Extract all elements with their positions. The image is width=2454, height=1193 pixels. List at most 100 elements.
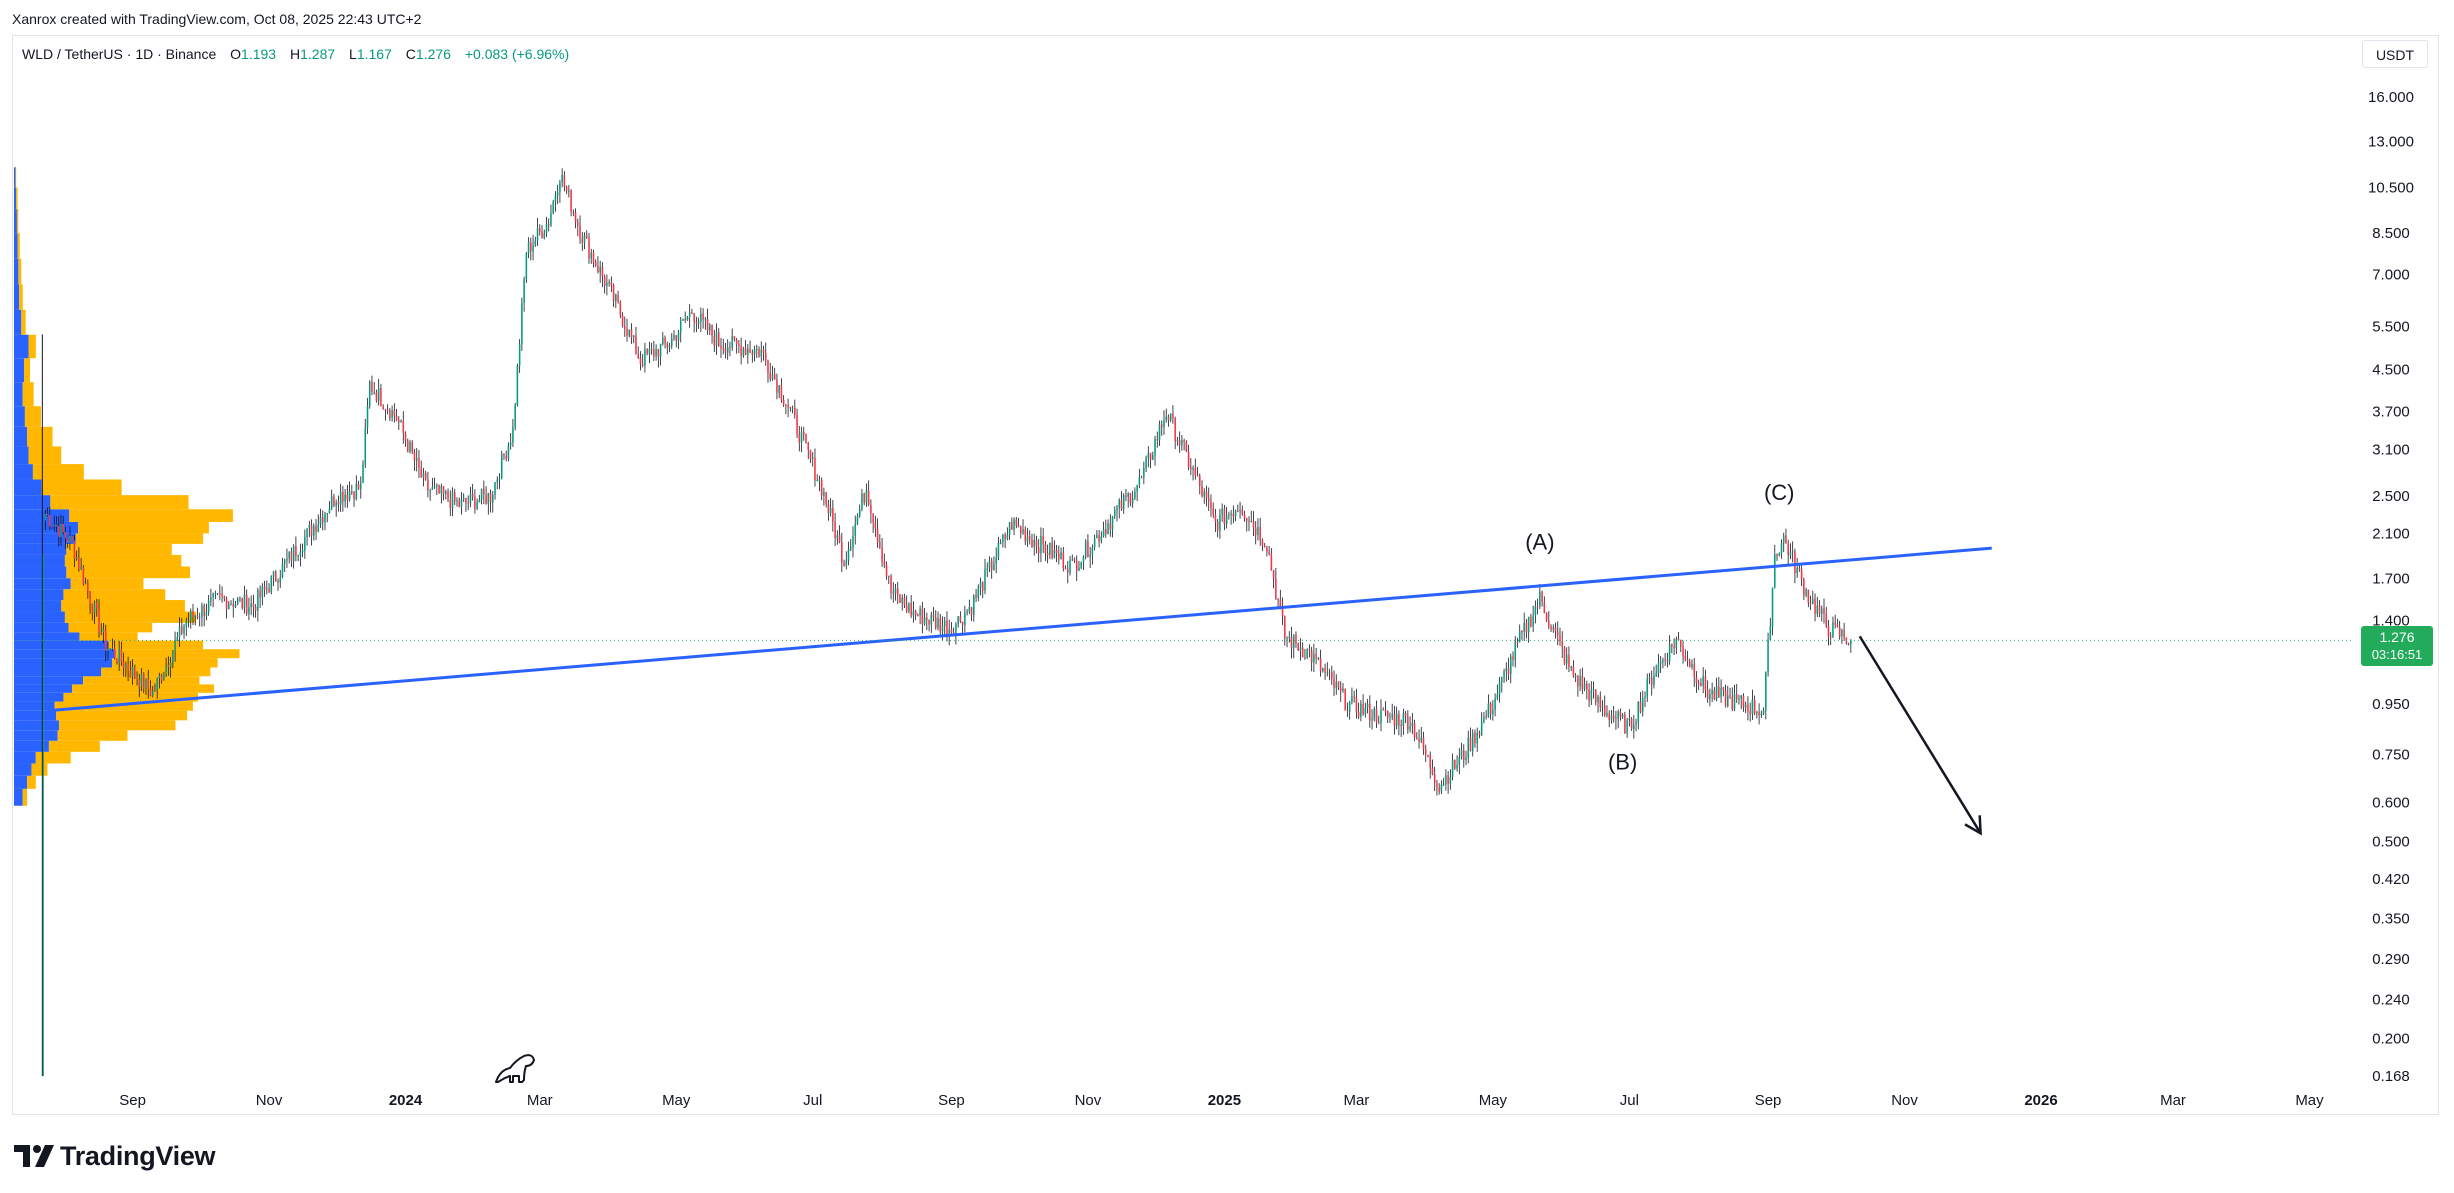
- candle-body: [1498, 681, 1501, 695]
- candle-body: [71, 535, 73, 541]
- candle-body: [1727, 695, 1729, 707]
- currency-selector[interactable]: USDT: [2362, 40, 2428, 68]
- candle-body: [1066, 569, 1069, 573]
- candle-body: [1169, 413, 1172, 421]
- candle-body: [1628, 718, 1631, 720]
- candle-body: [1731, 696, 1734, 710]
- candle-body: [1116, 507, 1118, 511]
- candle-body: [738, 344, 740, 346]
- candle-body: [1288, 636, 1291, 638]
- candle-body: [1606, 713, 1608, 716]
- candle-body: [1762, 710, 1765, 714]
- candle-body: [451, 492, 454, 509]
- candle-body: [214, 593, 217, 595]
- candle-body: [1286, 637, 1288, 639]
- price-axis[interactable]: 16.000 13.000 10.500 8.500 7.000 5.500 4.500 3.…: [2368, 89, 2414, 1085]
- volume-profile-bar-up: [14, 187, 17, 210]
- candle-body: [1476, 732, 1478, 744]
- candle-body: [339, 491, 342, 505]
- candle-body: [1838, 626, 1841, 637]
- candle-body: [317, 524, 320, 532]
- candle-body: [295, 546, 297, 557]
- volume-profile-bar-up: [14, 600, 62, 612]
- time-axis[interactable]: Sep Nov 2024 Mar May Jul Sep Nov 2025 Mar May Jul Se…: [119, 1092, 2324, 1109]
- candle-body: [990, 560, 993, 570]
- candle-body: [751, 352, 754, 355]
- candle-body: [75, 557, 78, 559]
- candle-body: [1400, 725, 1402, 727]
- candle-body: [986, 567, 989, 570]
- candle-body: [914, 610, 917, 616]
- tradingview-brand[interactable]: TradingView: [14, 1141, 216, 1171]
- candle-body: [946, 620, 948, 635]
- candle-body: [1592, 689, 1595, 691]
- candle-body: [1064, 568, 1067, 570]
- candle-body: [818, 479, 821, 481]
- candle-body: [1480, 721, 1483, 735]
- candle-body: [1239, 509, 1241, 512]
- candle-body: [149, 688, 152, 696]
- candle-body: [1427, 755, 1429, 757]
- candle-body: [892, 592, 895, 594]
- candle-body: [471, 494, 474, 497]
- candle-body: [959, 616, 962, 622]
- volume-profile-bar-up: [14, 566, 67, 579]
- candle-body: [1266, 547, 1268, 552]
- candle-body: [601, 267, 604, 277]
- candle-body: [1333, 678, 1335, 689]
- volume-profile-bar-down: [28, 334, 36, 359]
- candle-body: [1803, 579, 1805, 596]
- candle-body: [145, 678, 147, 689]
- candle-body: [1639, 701, 1642, 712]
- candle-body: [1145, 457, 1147, 468]
- time-tick-label: Sep: [119, 1092, 146, 1109]
- candle-body: [1612, 715, 1615, 719]
- candle-body: [825, 492, 827, 505]
- symbol-name[interactable]: WLD / TetherUS · 1D · Binance: [22, 46, 217, 62]
- volume-profile-bar-down: [18, 258, 22, 285]
- time-tick-label: Nov: [256, 1092, 283, 1109]
- candle-body: [1017, 525, 1020, 527]
- candle-body: [1460, 750, 1463, 758]
- candle-body: [458, 500, 461, 507]
- candle-body: [1787, 543, 1789, 556]
- price-tick-label: 5.500: [2372, 318, 2410, 335]
- candle-body: [973, 595, 975, 615]
- candle-body: [1438, 787, 1440, 792]
- volume-profile-bar-up: [14, 554, 65, 567]
- candle-body: [503, 453, 505, 456]
- candle-body: [1375, 708, 1378, 723]
- candle-body: [977, 588, 980, 598]
- candle-body: [1049, 542, 1051, 555]
- candle-body: [433, 486, 436, 488]
- candle-body: [1751, 700, 1754, 715]
- candle-body: [675, 335, 678, 341]
- candle-body: [304, 537, 306, 551]
- candle-body: [1084, 540, 1087, 557]
- price-tick-label: 0.350: [2372, 910, 2410, 927]
- candle-body: [811, 457, 814, 459]
- candle-body: [104, 629, 107, 651]
- candle-body: [480, 488, 483, 500]
- candle-body: [668, 345, 671, 348]
- time-tick-label: Jul: [1620, 1092, 1639, 1109]
- candle-body: [1572, 666, 1575, 677]
- price-tick-label: 0.420: [2372, 871, 2410, 888]
- candle-body: [442, 485, 445, 494]
- candle-body: [1324, 668, 1326, 673]
- candle-body: [1091, 547, 1094, 555]
- candle-body: [872, 513, 874, 523]
- candle-body: [384, 409, 387, 411]
- candle-body: [1275, 578, 1277, 599]
- volume-profile-bar-down: [63, 692, 198, 702]
- candle-body: [1131, 498, 1134, 504]
- candle-body: [1536, 606, 1539, 608]
- candle-body: [997, 542, 1000, 558]
- volume-profile-bar-up: [14, 233, 18, 259]
- candle-body: [769, 372, 771, 380]
- candle-body: [1002, 534, 1004, 543]
- volume-profile-bar-up: [14, 649, 116, 659]
- candle-body: [588, 237, 590, 259]
- candle-body: [84, 583, 87, 585]
